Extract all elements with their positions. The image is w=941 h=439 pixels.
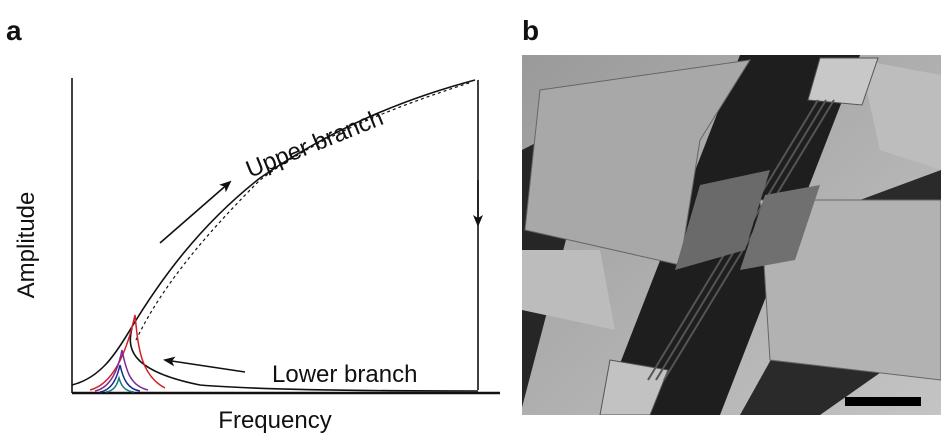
response-curve [89,314,166,391]
y-axis-label: Amplitude [13,192,40,299]
panel-label: a [6,15,22,46]
panel-a-plot [71,78,500,395]
lower-branch-curve [129,327,479,392]
sweep-down-arrow [163,356,246,373]
response-curve [94,349,149,392]
upper-branch-curve [71,79,476,386]
unstable-branch [135,81,473,341]
response-curve [99,364,141,393]
scale-bar [845,397,921,406]
x-axis-label: Frequency [218,407,331,434]
sweep-up-arrow [159,180,232,244]
annotation: Lower branch [272,361,417,388]
annotation: Upper branch [242,104,387,184]
panel-label: b [522,15,539,46]
response-curve [105,375,135,393]
sem-image [522,55,941,415]
